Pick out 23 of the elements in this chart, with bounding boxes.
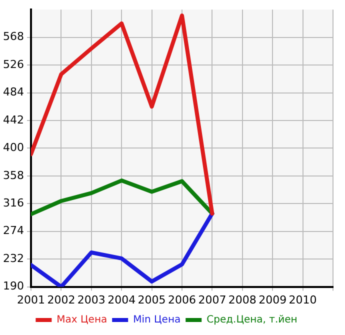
- x-tick-label: 2006: [168, 293, 196, 306]
- x-tick-label: 2002: [47, 293, 76, 306]
- legend-label: Max Цена: [56, 314, 108, 326]
- x-tick-label: 2003: [77, 293, 106, 306]
- y-tick-label: 484: [2, 86, 24, 99]
- y-tick-label: 358: [2, 168, 24, 182]
- y-tick-label: 400: [2, 141, 24, 154]
- y-tick-label: 190: [2, 280, 24, 293]
- x-tick-label: 2001: [16, 293, 45, 306]
- y-tick-label: 526: [2, 58, 24, 71]
- y-tick-label: 232: [2, 252, 24, 265]
- legend-label: Сред.Цена, т.йен: [206, 314, 298, 326]
- x-tick-label: 2010: [288, 293, 317, 306]
- y-tick-label: 316: [2, 196, 24, 210]
- x-tick-label: 2007: [198, 293, 226, 306]
- x-tick-label: 2008: [228, 293, 256, 306]
- y-tick-label: 442: [2, 113, 24, 126]
- y-tick-label: 568: [2, 30, 24, 44]
- x-tick-label: 2009: [258, 293, 287, 306]
- y-tick-label: 274: [2, 224, 24, 238]
- x-tick-label: 2005: [138, 293, 166, 306]
- legend-label: Min Цена: [133, 314, 181, 326]
- x-tick-label: 2004: [108, 293, 136, 306]
